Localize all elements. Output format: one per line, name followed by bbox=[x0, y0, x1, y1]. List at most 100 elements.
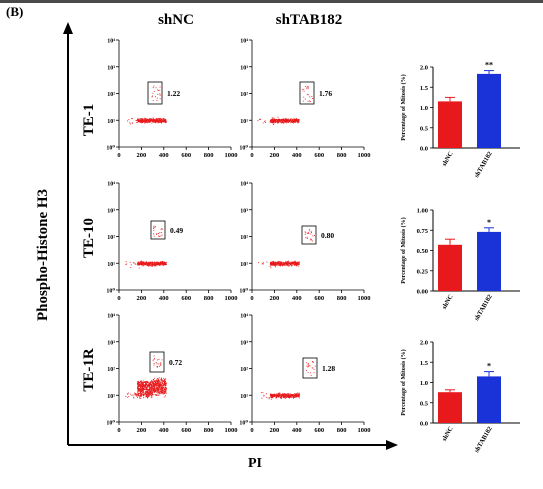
gate-box bbox=[150, 220, 166, 240]
bar-y-tick-label: 0.0 bbox=[420, 421, 428, 428]
scatter-x-tick-label: 0 bbox=[117, 427, 120, 434]
scatter-plot-te-10-shnc: 10⁰ 10¹ 10² 10³ 10⁴ 0 200 400 600 800 1000 0.49 bbox=[106, 182, 237, 303]
scatter-x-tick-label: 0 bbox=[117, 152, 120, 159]
scatter-x-tick-label: 800 bbox=[204, 427, 214, 434]
scatter-y-tick-label: 10² bbox=[107, 92, 115, 98]
scatter-y-tick-label: 10³ bbox=[240, 340, 248, 346]
gate-box bbox=[299, 81, 315, 105]
bar-y-tick-label: 1.5 bbox=[420, 85, 429, 92]
scatter-x-tick-label: 800 bbox=[204, 152, 214, 159]
big-y-arrow bbox=[63, 22, 73, 445]
bar-y-tick-label: 0.75 bbox=[417, 228, 429, 235]
scatter-y-tick-label: 10³ bbox=[107, 340, 115, 346]
scatter-y-tick-label: 10⁴ bbox=[240, 182, 248, 188]
scatter-y-tick-label: 10¹ bbox=[240, 119, 248, 125]
scatter-x-tick-label: 800 bbox=[337, 427, 347, 434]
gate-percent-label: 1.22 bbox=[167, 89, 180, 98]
bar-chart-te-1r: 0.0 0.5 1.0 1.5 2.0 Percentage of Mitosis (%)… bbox=[400, 340, 520, 454]
scatter-x-tick-label: 1000 bbox=[358, 427, 371, 434]
bar-shnc bbox=[438, 392, 462, 423]
scatter-x-tick-label: 200 bbox=[137, 152, 147, 159]
scatter-x-tick-label: 200 bbox=[270, 152, 280, 159]
y-axis-label: Phospho-Histone H3 bbox=[35, 189, 51, 321]
scatter-x-tick-label: 1000 bbox=[225, 295, 238, 302]
scatter-x-tick-label: 0 bbox=[117, 295, 120, 302]
bar-shnc bbox=[438, 101, 462, 148]
scatter-x-tick-label: 800 bbox=[337, 152, 347, 159]
bar-y-tick-label: 0.00 bbox=[417, 289, 428, 296]
bar-chart-te-10: 0.00 0.25 0.50 0.75 1.00 Percentage of Mitosi… bbox=[400, 208, 520, 322]
scatter-y-tick-label: 10⁰ bbox=[106, 288, 115, 295]
scatter-x-tick-label: 0 bbox=[250, 152, 253, 159]
scatter-events bbox=[260, 361, 316, 400]
scatter-x-tick-label: 600 bbox=[181, 295, 191, 302]
scatter-x-tick-label: 400 bbox=[159, 427, 169, 434]
gate-box bbox=[149, 351, 165, 373]
bar-y-axis-label: Percentage of Mitosis (%) bbox=[400, 74, 407, 140]
bar-y-tick-label: 2.0 bbox=[420, 65, 428, 72]
bar-category-label: shTAB182 bbox=[473, 151, 493, 179]
bar-y-axis-label: Percentage of Mitosis (%) bbox=[400, 217, 407, 283]
scatter-y-tick-label: 10⁰ bbox=[239, 420, 248, 427]
scatter-x-tick-label: 600 bbox=[314, 427, 324, 434]
bar-category-label: shNC bbox=[441, 150, 455, 167]
significance-mark: ** bbox=[485, 61, 493, 70]
top-border bbox=[0, 0, 543, 3]
scatter-x-tick-label: 0 bbox=[250, 295, 253, 302]
scatter-y-tick-label: 10² bbox=[107, 235, 115, 241]
bar-y-tick-label: 0.25 bbox=[417, 268, 429, 275]
bar-category-label: shNC bbox=[441, 425, 455, 442]
scatter-y-tick-label: 10⁰ bbox=[106, 420, 115, 427]
bar-shnc bbox=[438, 244, 462, 291]
scatter-y-tick-label: 10⁰ bbox=[239, 288, 248, 295]
bar-y-tick-label: 1.0 bbox=[420, 380, 428, 387]
gate-percent-label: 1.28 bbox=[322, 364, 335, 373]
scatter-x-tick-label: 200 bbox=[270, 295, 280, 302]
scatter-x-tick-label: 600 bbox=[314, 295, 324, 302]
scatter-x-tick-label: 1000 bbox=[225, 152, 238, 159]
bar-y-tick-label: 0.5 bbox=[420, 125, 429, 132]
bar-y-tick-label: 2.0 bbox=[420, 340, 428, 347]
scatter-x-tick-label: 200 bbox=[137, 427, 147, 434]
scatter-y-tick-label: 10⁴ bbox=[107, 182, 115, 188]
bar-chart-te-1: 0.0 0.5 1.0 1.5 2.0 Percentage of Mitosis (%)… bbox=[400, 61, 520, 179]
scatter-y-tick-label: 10¹ bbox=[107, 119, 115, 125]
scatter-x-tick-label: 600 bbox=[181, 152, 191, 159]
scatter-x-tick-label: 400 bbox=[159, 295, 169, 302]
column-header-shtab182: shTAB182 bbox=[276, 12, 342, 28]
scatter-plot-te-10-shtab182: 10⁰ 10¹ 10² 10³ 10⁴ 0 200 400 600 800 1000 0.80 bbox=[239, 182, 370, 303]
scatter-y-tick-label: 10³ bbox=[240, 208, 248, 214]
scatter-x-tick-label: 200 bbox=[137, 295, 147, 302]
scatter-x-tick-label: 400 bbox=[292, 152, 302, 159]
scatter-y-tick-label: 10⁰ bbox=[239, 145, 248, 152]
scatter-events bbox=[125, 355, 167, 399]
scatter-x-tick-label: 600 bbox=[181, 427, 191, 434]
gate-percent-label: 0.49 bbox=[170, 226, 183, 235]
scatter-plot-te-1r-shnc: 10⁰ 10¹ 10² 10³ 10⁴ 0 200 400 600 800 1000 0.72 bbox=[106, 314, 237, 435]
scatter-x-tick-label: 0 bbox=[250, 427, 253, 434]
bar-y-axis-label: Percentage of Mitosis (%) bbox=[400, 349, 407, 415]
column-header-shnc: shNC bbox=[158, 12, 194, 28]
scatter-y-tick-label: 10¹ bbox=[107, 262, 115, 268]
x-axis-label: PI bbox=[248, 456, 262, 471]
bar-category-label: shNC bbox=[441, 293, 455, 310]
scatter-x-tick-label: 1000 bbox=[225, 427, 238, 434]
bar-shtab182 bbox=[477, 231, 501, 291]
bar-y-tick-label: 0.5 bbox=[420, 400, 429, 407]
panel-label: (B) bbox=[6, 4, 23, 19]
scatter-y-tick-label: 10³ bbox=[107, 65, 115, 71]
row-label-te1: TE-1 bbox=[81, 104, 97, 137]
gate-box bbox=[147, 81, 163, 105]
scatter-x-tick-label: 1000 bbox=[358, 152, 371, 159]
scatter-events bbox=[258, 229, 315, 269]
bar-y-tick-label: 1.5 bbox=[420, 360, 429, 367]
scatter-x-tick-label: 800 bbox=[204, 295, 214, 302]
scatter-y-tick-label: 10¹ bbox=[107, 394, 115, 400]
scatter-y-tick-label: 10² bbox=[107, 367, 115, 373]
bar-y-tick-label: 0.50 bbox=[417, 248, 428, 255]
scatter-y-tick-label: 10³ bbox=[107, 208, 115, 214]
scatter-y-tick-label: 10⁴ bbox=[107, 314, 115, 320]
bar-shtab182 bbox=[477, 376, 501, 423]
row-label-te1r: TE-1R bbox=[81, 348, 97, 392]
